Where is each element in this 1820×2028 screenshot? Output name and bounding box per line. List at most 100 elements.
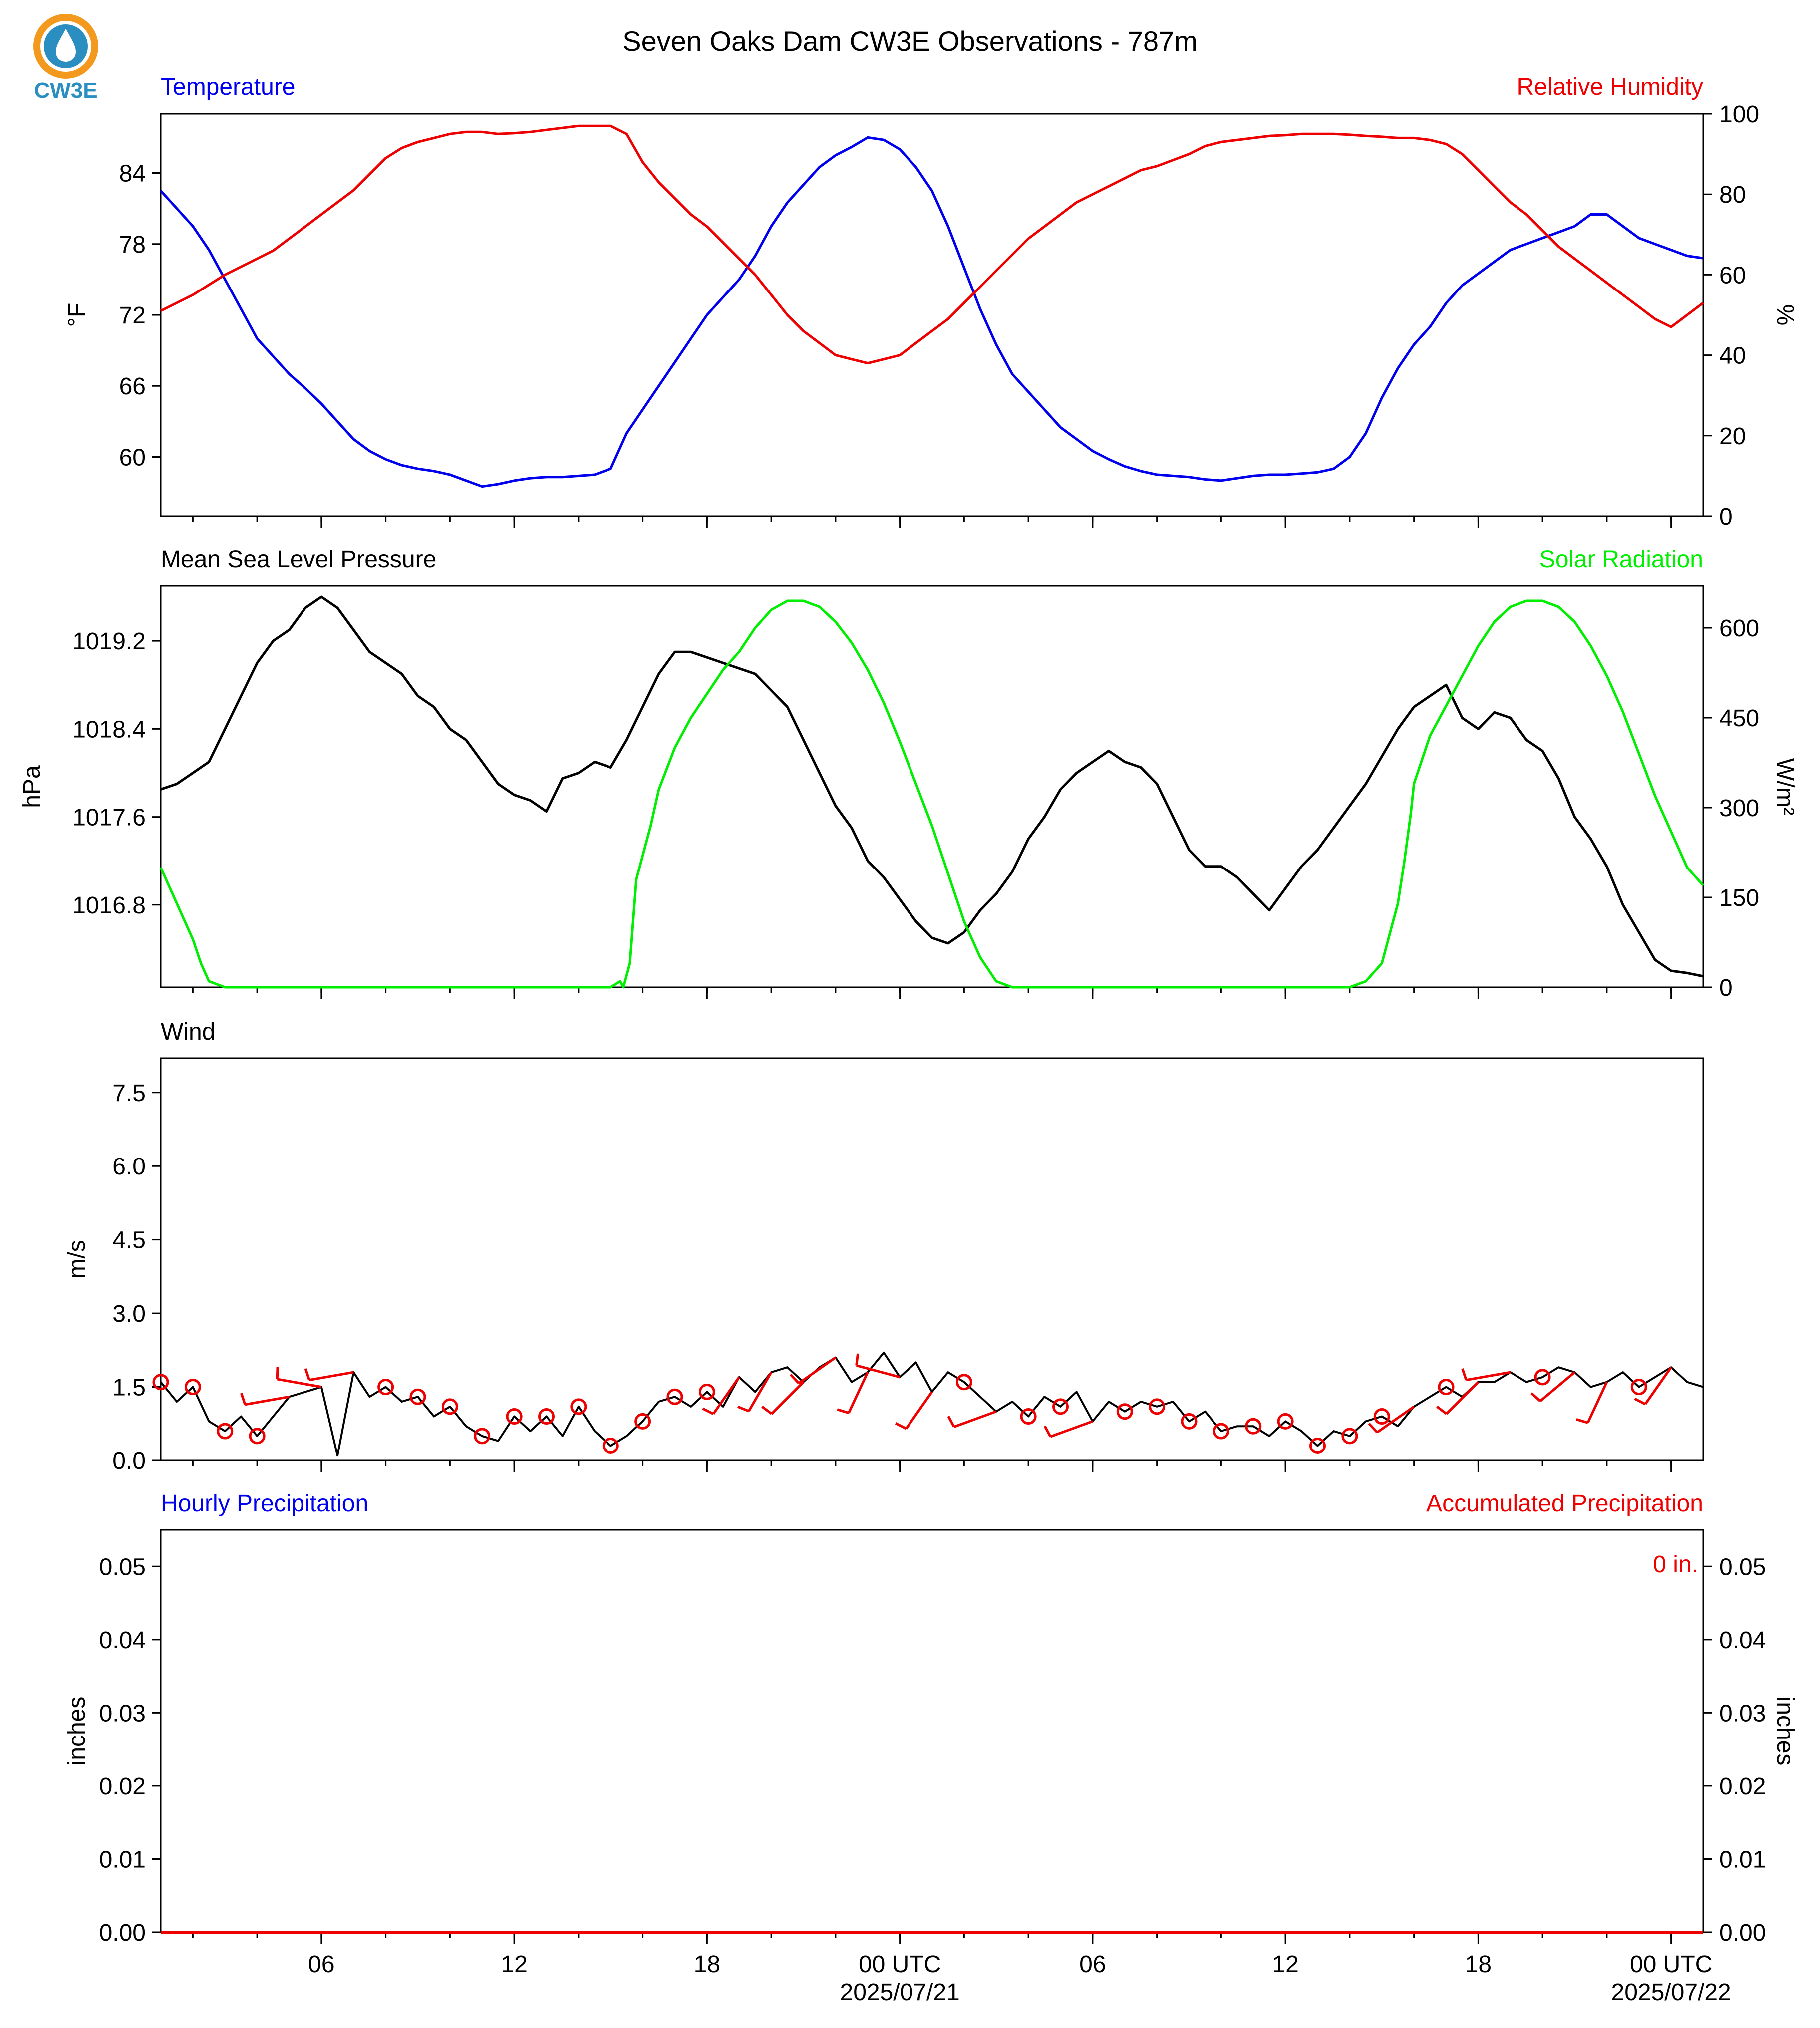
wind-barb-flag — [947, 1416, 955, 1428]
panel-temperature-humidity: Temperature Relative Humidity 60 66 72 78 84 0 2… — [64, 74, 1798, 530]
panels: Temperature Relative Humidity 60 66 72 78 84 0 2… — [19, 74, 1798, 2006]
wind-barb-shaft — [1539, 1371, 1576, 1402]
y-tick-label-right: 0.00 — [1719, 1920, 1766, 1946]
series-line-left-0 — [160, 595, 1704, 978]
series-line-right-1 — [160, 124, 1704, 365]
wind-calm-circle — [1149, 1398, 1166, 1415]
wind-barb-flag — [1436, 1405, 1448, 1415]
y-tick-label-left: 3.0 — [112, 1301, 146, 1327]
wind-barb-shaft — [905, 1391, 933, 1430]
wind-barb-flag — [702, 1407, 714, 1415]
wind-barb-flag — [761, 1405, 773, 1415]
x-tick-label: 12 — [501, 1951, 527, 1978]
y-tick-label-left: 1017.6 — [72, 805, 146, 831]
wind-barb-flag — [737, 1405, 750, 1413]
wind-barb-shaft — [798, 1356, 837, 1385]
wind-calm-circle — [1534, 1369, 1551, 1386]
y-tick-label-right: 60 — [1719, 262, 1746, 289]
y-tick-label-left: 1019.2 — [72, 628, 146, 655]
panel-title-left: Mean Sea Level Pressure — [161, 546, 436, 573]
x-tick-label: 00 UTC — [859, 1951, 941, 1978]
plot-frame — [160, 1529, 1704, 1933]
wind-calm-circle — [1052, 1398, 1069, 1415]
y-tick-label-left: 0.04 — [99, 1627, 146, 1654]
wind-barb-flag — [1461, 1368, 1468, 1381]
plot-frame — [160, 113, 1704, 517]
wind-barb-shaft — [953, 1410, 997, 1428]
y-axis-label-left: °F — [64, 303, 90, 327]
y-tick-label-right: 40 — [1719, 343, 1746, 369]
wind-calm-circle — [1213, 1423, 1229, 1440]
wind-calm-circle — [249, 1428, 266, 1445]
wind-barb-shaft — [1050, 1420, 1093, 1438]
y-tick-label-left: 0.00 — [99, 1920, 146, 1946]
y-tick-label-right: 150 — [1719, 885, 1759, 911]
wind-barb-shaft — [847, 1372, 869, 1414]
wind-barb-flag — [1043, 1425, 1052, 1438]
wind-calm-circle — [506, 1408, 523, 1425]
x-tick-label: 06 — [308, 1951, 334, 1978]
wind-barb-flag — [1576, 1418, 1588, 1424]
wind-barb-flag — [1530, 1392, 1541, 1402]
y-axis-label-right: W/m² — [1772, 758, 1798, 816]
wind-barb-shaft — [856, 1364, 901, 1379]
wind-barb-shaft — [309, 1371, 354, 1382]
y-tick-label-left: 1.5 — [112, 1375, 146, 1401]
wind-barb-shaft — [1466, 1371, 1511, 1382]
wind-calm-circle — [441, 1398, 458, 1415]
x-tick-label: 00 UTC — [1630, 1951, 1712, 1978]
panel-pressure-solar: Mean Sea Level Pressure Solar Radiation 10… — [19, 546, 1798, 1001]
x-tick-label: 18 — [694, 1951, 720, 1978]
x-tick-label: 06 — [1079, 1951, 1106, 1978]
y-tick-label-right: 0.04 — [1719, 1627, 1766, 1654]
wind-barb-shaft — [245, 1395, 290, 1406]
y-tick-label-left: 72 — [119, 302, 146, 329]
y-tick-label-left: 0.02 — [99, 1773, 146, 1800]
y-tick-label-left: 0.05 — [99, 1554, 146, 1580]
wind-barb-shaft — [1445, 1381, 1480, 1415]
wind-calm-circle — [184, 1379, 201, 1396]
plot-frame — [160, 1057, 1704, 1461]
wind-calm-circle — [955, 1374, 972, 1391]
y-tick-label-left: 0.01 — [99, 1846, 146, 1873]
wind-calm-circle — [634, 1413, 651, 1430]
x-tick-label: 12 — [1272, 1951, 1298, 1978]
y-tick-label-left: 66 — [119, 373, 146, 400]
y-tick-label-left: 78 — [119, 232, 146, 258]
y-tick-label-right: 450 — [1719, 705, 1759, 732]
panel-title-left: Wind — [161, 1019, 215, 1045]
series-line-right-1 — [159, 599, 1704, 989]
panel-title-left: Hourly Precipitation — [161, 1490, 368, 1517]
y-tick-label-left: 84 — [119, 161, 146, 187]
wind-barb-flag — [1634, 1397, 1646, 1406]
wind-barb-shaft — [712, 1376, 740, 1415]
wind-barb-shaft — [277, 1378, 322, 1389]
wind-barb-flag — [240, 1393, 247, 1405]
wind-calm-circle — [1373, 1408, 1390, 1425]
y-axis-label-left: hPa — [19, 765, 45, 808]
y-tick-label-right: 0 — [1719, 975, 1733, 1001]
wind-barb-shaft — [1586, 1381, 1608, 1424]
wind-calm-circle — [570, 1398, 587, 1415]
x-date-label: 2025/07/22 — [1611, 1979, 1731, 2006]
wind-calm-circle — [666, 1388, 683, 1405]
logo-drop-icon — [56, 29, 76, 62]
wind-calm-circle — [409, 1388, 426, 1405]
y-tick-label-right: 0.05 — [1719, 1554, 1766, 1580]
wind-barb-flag — [789, 1373, 800, 1384]
logo-text: CW3E — [34, 78, 97, 103]
panel-title-right: Solar Radiation — [1539, 546, 1703, 573]
cw3e-logo: CW3E — [33, 14, 98, 103]
y-tick-label-right: 0.01 — [1719, 1846, 1766, 1873]
wind-calm-circle — [1630, 1379, 1647, 1396]
wind-calm-circle — [152, 1374, 169, 1391]
y-axis-label-left: inches — [64, 1697, 90, 1766]
wind-calm-circle — [1309, 1438, 1326, 1454]
wind-calm-circle — [217, 1423, 234, 1440]
panel-title-left: Temperature — [161, 74, 295, 100]
logo-ring-icon — [33, 14, 98, 79]
y-tick-label-right: 80 — [1719, 182, 1746, 208]
wind-barb-flag — [304, 1368, 310, 1381]
y-tick-label-right: 20 — [1719, 423, 1746, 450]
